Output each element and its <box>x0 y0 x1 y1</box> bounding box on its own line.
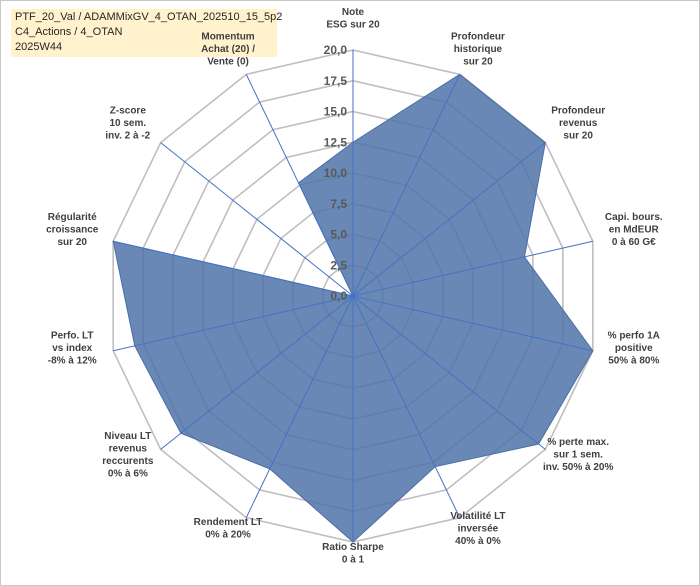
axis-label-line: positive <box>615 343 653 354</box>
radar-axis-line <box>113 240 354 297</box>
tick-label: 0,0 <box>330 289 347 303</box>
radar-axis-line <box>352 295 593 352</box>
radar-axis-line <box>160 142 354 297</box>
radar-axes <box>113 50 593 542</box>
chart-title-line-1: PTF_20_Val / ADAMMixGV_4_OTAN_202510_15_… <box>15 11 283 23</box>
axis-label-line: Vente (0) <box>207 57 249 68</box>
axis-label-line: % perte max. <box>547 437 609 448</box>
axis-label-line: Rendement LT <box>194 517 263 528</box>
axis-label-highlight <box>188 30 269 42</box>
tick-label: 15,0 <box>324 105 348 119</box>
axis-label-line: Momentum <box>201 32 254 43</box>
tick-label: 5,0 <box>330 228 347 242</box>
axis-label-line: croissance <box>46 225 99 236</box>
tick-label: 17,5 <box>324 74 348 88</box>
axis-label-line: 0 à 1 <box>342 555 365 566</box>
tick-label: 2,5 <box>330 258 347 272</box>
radar-axis-line <box>245 74 354 297</box>
axis-label-12: Z-score 10 sem.inv. 2 à -2 <box>105 105 150 141</box>
axis-label-line: historique <box>454 44 503 55</box>
axis-label-line: Profondeur <box>551 105 605 116</box>
axis-label-line: inversée <box>458 523 499 534</box>
axis-label-line: Volatilité LT <box>450 511 505 522</box>
tick-label: 7,5 <box>330 197 347 211</box>
chart-title-line-2: C4_Actions / 4_OTAN <box>15 26 123 38</box>
axis-label-line: 10 sem. <box>109 118 146 129</box>
radar-axis-line <box>352 295 546 450</box>
axis-label-line: sur 20 <box>57 237 87 248</box>
axis-label-5: % perte max. sur 1 sem.inv. 50% à 20% <box>543 437 614 473</box>
radar-axis-line <box>245 295 354 518</box>
radar-axis-line <box>352 74 461 297</box>
radar-axis-line <box>352 142 546 297</box>
axis-label-line: sur 20 <box>563 130 593 141</box>
axis-label-line: en MdEUR <box>609 225 660 236</box>
axis-label-line: 0% à 20% <box>205 530 251 541</box>
axis-label-line: 40% à 0% <box>455 536 501 547</box>
axis-label-line: revenus <box>109 443 148 454</box>
tick-label: 20,0 <box>324 43 348 57</box>
axis-label-line: 0 à 60 G€ <box>612 237 656 248</box>
axis-label-line: 0% à 6% <box>108 468 148 479</box>
axis-label-line: Note <box>342 7 365 18</box>
axis-label-line: vs index <box>52 343 92 354</box>
chart-title-line-3: 2025W44 <box>15 41 63 53</box>
axis-label-line: sur 1 sem. <box>553 450 603 461</box>
axis-label-line: -8% à 12% <box>48 355 97 366</box>
radar-axis-line <box>113 295 354 352</box>
axis-label-line: ESG sur 20 <box>326 20 380 31</box>
axis-label-line: Achat (20) / <box>201 44 255 55</box>
radar-tick-labels: 0,0 2,5 5,0 7,5 10,0 12,5 15,0 17,5 20,0 <box>324 43 348 303</box>
axis-label-line: Capi. bours. <box>605 212 663 223</box>
axis-label-10: Perfo. LT vs index-8% à 12% <box>48 330 97 366</box>
axis-label-line: % perfo 1A <box>608 330 660 341</box>
radar-axis-line <box>352 295 461 518</box>
axis-label-line: Z-score <box>110 105 147 116</box>
axis-label-line: Niveau LT <box>104 431 151 442</box>
radar-axis-line <box>160 295 354 450</box>
axis-label-line: Régularité <box>48 212 97 223</box>
axis-label-line: inv. 50% à 20% <box>543 462 614 473</box>
axis-label-line: Profondeur <box>451 32 505 43</box>
axis-label-line: sur 20 <box>463 57 493 68</box>
axis-label-line: Ratio Sharpe <box>322 542 384 553</box>
axis-label-7: Ratio Sharpe 0 à 1 <box>322 542 384 566</box>
axis-label-line: 50% à 80% <box>608 355 659 366</box>
axis-label-line: reccurents <box>102 456 154 467</box>
axis-label-line: revenus <box>559 118 598 129</box>
axis-label-line: inv. 2 à -2 <box>105 130 150 141</box>
radar-axis-line <box>352 240 593 297</box>
axis-label-line: Perfo. LT <box>51 330 94 341</box>
axis-label-8: Rendement LT 0% à 20% <box>194 517 263 541</box>
tick-label: 12,5 <box>324 135 348 149</box>
tick-label: 10,0 <box>324 166 348 180</box>
axis-label-0: Note ESG sur 20 <box>326 7 380 31</box>
